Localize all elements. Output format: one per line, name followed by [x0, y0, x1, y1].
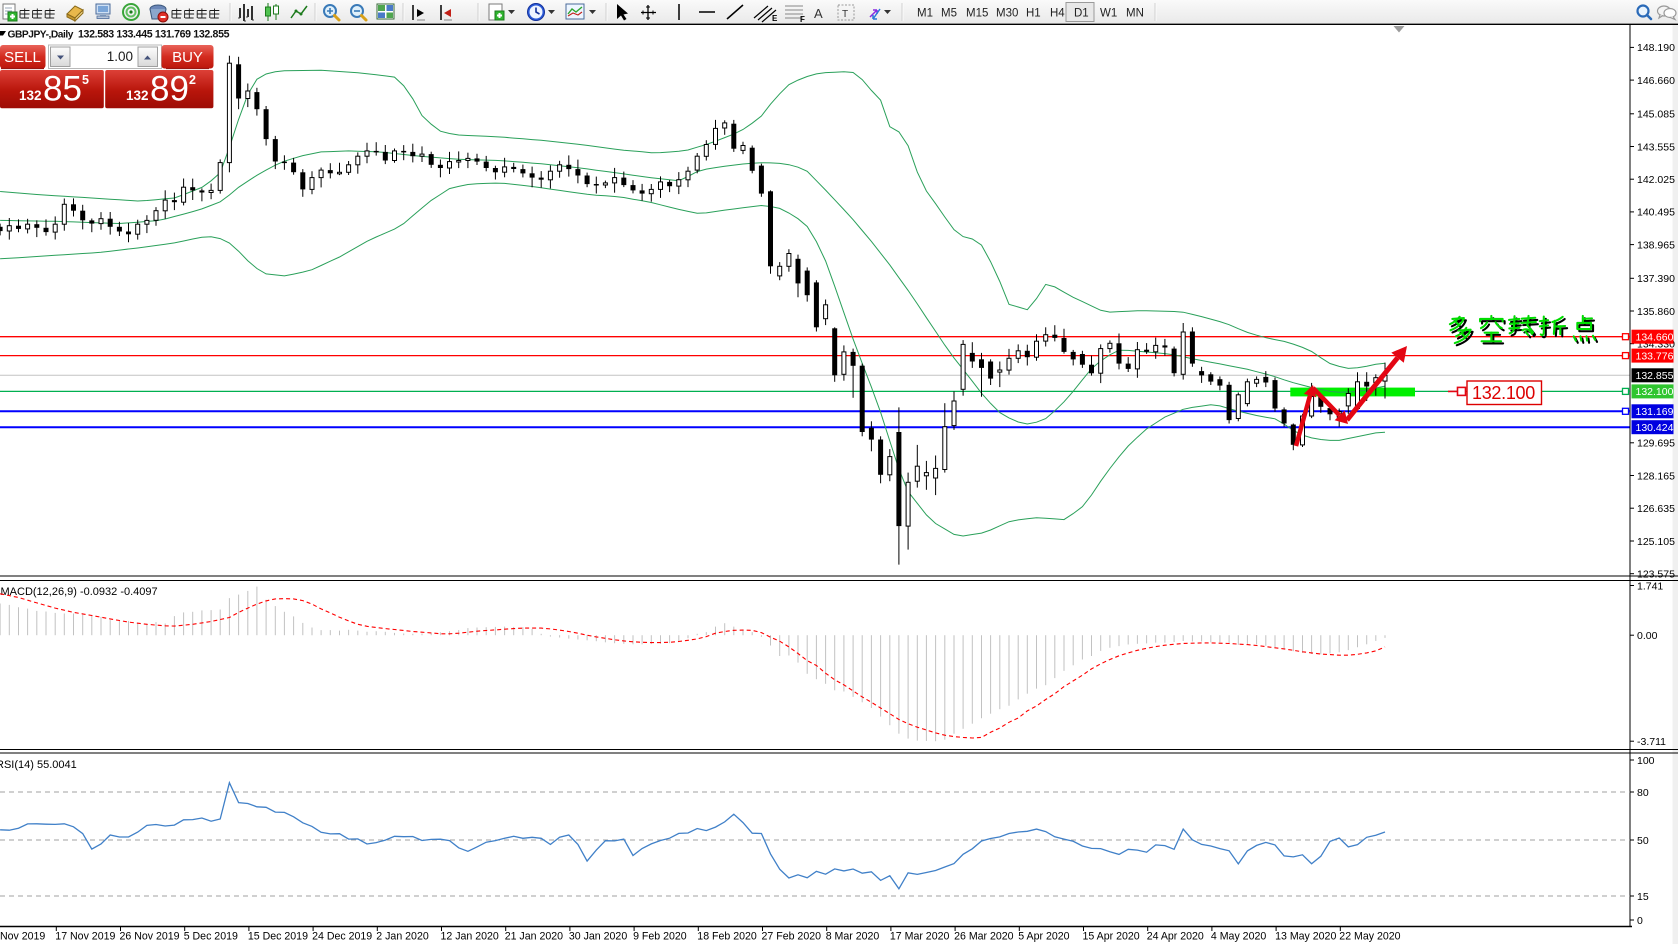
svg-text:133.776: 133.776: [1636, 350, 1674, 362]
svg-text:17 Mar 2020: 17 Mar 2020: [890, 931, 950, 943]
svg-text:146.660: 146.660: [1637, 75, 1675, 87]
svg-text:1.00: 1.00: [107, 49, 133, 64]
svg-text:5 Apr 2020: 5 Apr 2020: [1018, 931, 1069, 943]
svg-text:-3.711: -3.711: [1637, 736, 1666, 748]
svg-text:80: 80: [1637, 787, 1649, 799]
svg-text:27 Feb 2020: 27 Feb 2020: [762, 931, 822, 943]
svg-text:17 Nov 2019: 17 Nov 2019: [55, 931, 115, 943]
svg-text:M30: M30: [996, 8, 1018, 20]
svg-text:E: E: [772, 14, 778, 23]
svg-text:22 May 2020: 22 May 2020: [1339, 931, 1400, 943]
svg-text:85: 85: [43, 70, 82, 109]
svg-text:5: 5: [82, 73, 89, 87]
svg-text:F: F: [800, 15, 805, 24]
svg-text:12 Jan 2020: 12 Jan 2020: [441, 931, 499, 943]
svg-text:26 Nov 2019: 26 Nov 2019: [120, 931, 180, 943]
svg-text:126.635: 126.635: [1637, 503, 1675, 515]
svg-text:2: 2: [189, 73, 196, 87]
svg-text:130.424: 130.424: [1636, 422, 1674, 434]
svg-text:MN: MN: [1126, 8, 1144, 20]
svg-text:SELL: SELL: [4, 49, 41, 66]
svg-text:13 May 2020: 13 May 2020: [1275, 931, 1336, 943]
svg-text:18 Feb 2020: 18 Feb 2020: [697, 931, 757, 943]
svg-text:145.085: 145.085: [1637, 109, 1675, 121]
svg-text:131.169: 131.169: [1636, 406, 1674, 418]
svg-text:125.105: 125.105: [1637, 536, 1675, 548]
svg-text:15: 15: [1637, 891, 1649, 903]
svg-text:129.695: 129.695: [1637, 438, 1675, 450]
svg-text:H4: H4: [1050, 8, 1065, 20]
svg-text:8 Mar 2020: 8 Mar 2020: [826, 931, 880, 943]
svg-text:138.965: 138.965: [1637, 239, 1675, 251]
svg-text:H1: H1: [1026, 8, 1041, 20]
svg-text:142.025: 142.025: [1637, 174, 1675, 186]
svg-text:5 Dec 2019: 5 Dec 2019: [184, 931, 238, 943]
svg-text:123.575: 123.575: [1637, 569, 1675, 581]
svg-text:4 May 2020: 4 May 2020: [1211, 931, 1266, 943]
svg-text:50: 50: [1637, 835, 1649, 847]
svg-text:MACD(12,26,9) -0.0932 -0.4097: MACD(12,26,9) -0.0932 -0.4097: [1, 586, 158, 598]
svg-text:0: 0: [1637, 915, 1643, 927]
svg-text:7 Nov 2019: 7 Nov 2019: [0, 931, 45, 943]
svg-text:100: 100: [1637, 755, 1655, 767]
svg-text:137.390: 137.390: [1637, 273, 1675, 285]
svg-text:132.855: 132.855: [1636, 370, 1674, 382]
svg-text:0.00: 0.00: [1637, 630, 1658, 642]
svg-text:2 Jan 2020: 2 Jan 2020: [376, 931, 429, 943]
svg-text:132.100: 132.100: [1472, 383, 1535, 403]
svg-text:A: A: [814, 6, 823, 21]
svg-text:RSI(14) 55.0041: RSI(14) 55.0041: [0, 759, 77, 771]
svg-text:15 Apr 2020: 15 Apr 2020: [1083, 931, 1140, 943]
svg-text:D1: D1: [1074, 8, 1089, 20]
svg-text:1.741: 1.741: [1637, 580, 1663, 592]
svg-text:26 Mar 2020: 26 Mar 2020: [954, 931, 1014, 943]
svg-text:30 Jan 2020: 30 Jan 2020: [569, 931, 627, 943]
svg-text:M15: M15: [966, 8, 988, 20]
svg-text:132: 132: [19, 88, 42, 103]
svg-text:W1: W1: [1100, 8, 1117, 20]
svg-text:132.100: 132.100: [1636, 386, 1674, 398]
svg-text:9 Feb 2020: 9 Feb 2020: [633, 931, 687, 943]
svg-text:M1: M1: [917, 8, 933, 20]
svg-text:128.165: 128.165: [1637, 470, 1675, 482]
svg-text:24 Dec 2019: 24 Dec 2019: [312, 931, 372, 943]
svg-text:15 Dec 2019: 15 Dec 2019: [248, 931, 308, 943]
svg-text:132: 132: [126, 88, 149, 103]
svg-text:134.660: 134.660: [1636, 332, 1674, 344]
svg-text:143.555: 143.555: [1637, 141, 1675, 153]
svg-text:GBPJPY-,Daily: GBPJPY-,Daily: [8, 30, 74, 41]
svg-text:21 Jan 2020: 21 Jan 2020: [505, 931, 563, 943]
svg-text:T: T: [842, 9, 848, 20]
svg-text:135.860: 135.860: [1637, 306, 1675, 318]
svg-text:132.583 133.445 131.769 132.85: 132.583 133.445 131.769 132.855: [78, 29, 230, 41]
svg-text:BUY: BUY: [172, 49, 203, 66]
svg-text:M5: M5: [941, 8, 957, 20]
svg-text:24 Apr 2020: 24 Apr 2020: [1147, 931, 1204, 943]
svg-text:140.495: 140.495: [1637, 207, 1675, 219]
svg-text:89: 89: [150, 70, 189, 109]
svg-text:148.190: 148.190: [1637, 42, 1675, 54]
